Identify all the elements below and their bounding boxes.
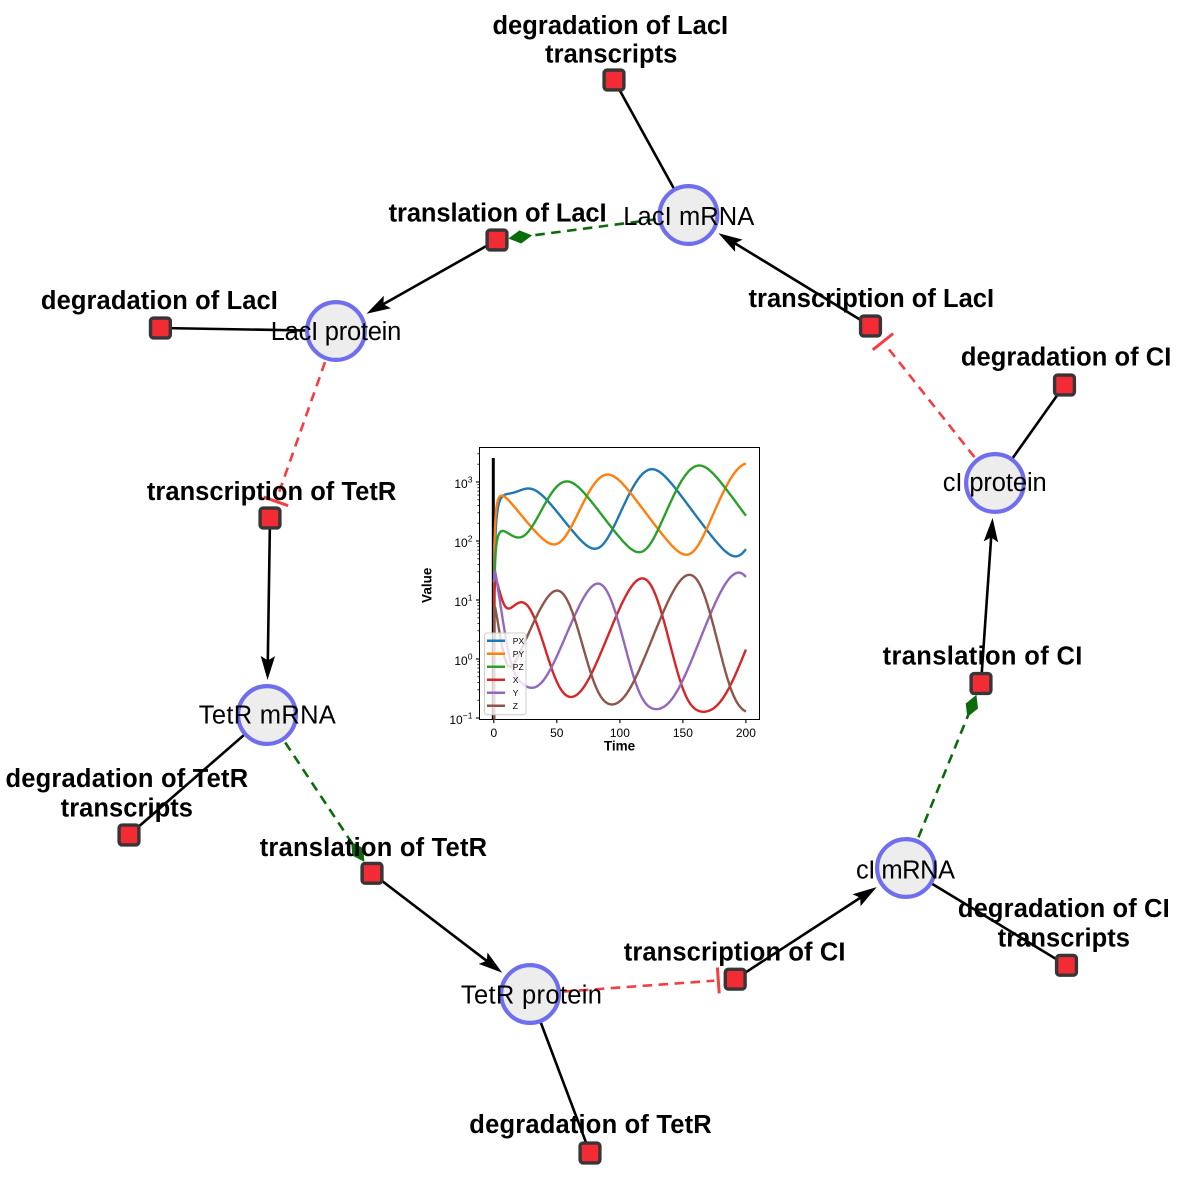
svg-text:200: 200: [736, 726, 756, 740]
svg-text:cI mRNA: cI mRNA: [856, 857, 955, 885]
svg-text:cI protein: cI protein: [943, 469, 1047, 497]
svg-text:transcription of LacI: transcription of LacI: [749, 285, 995, 313]
svg-text:transcription of TetR: transcription of TetR: [147, 478, 396, 506]
svg-text:Time: Time: [604, 739, 636, 754]
svg-text:PX: PX: [513, 636, 525, 646]
svg-text:0: 0: [490, 726, 497, 740]
svg-text:PZ: PZ: [513, 662, 524, 672]
svg-text:10−1: 10−1: [449, 711, 472, 728]
svg-text:degradation of CI: degradation of CI: [958, 895, 1170, 923]
svg-text:TetR protein: TetR protein: [461, 982, 602, 1010]
svg-text:degradation of LacI: degradation of LacI: [41, 287, 278, 315]
svg-text:50: 50: [550, 726, 564, 740]
svg-text:Value: Value: [420, 567, 435, 603]
svg-text:101: 101: [454, 593, 472, 610]
svg-text:LacI mRNA: LacI mRNA: [623, 203, 754, 231]
svg-text:100: 100: [610, 726, 630, 740]
svg-text:102: 102: [454, 534, 472, 551]
svg-text:degradation of CI: degradation of CI: [961, 343, 1171, 371]
svg-text:transcription of CI: transcription of CI: [624, 939, 846, 967]
svg-text:translation of LacI: translation of LacI: [389, 200, 607, 228]
svg-text:transcripts: transcripts: [545, 40, 677, 68]
svg-text:150: 150: [673, 726, 693, 740]
svg-text:100: 100: [454, 652, 472, 669]
svg-text:Z: Z: [513, 701, 518, 711]
svg-text:transcripts: transcripts: [998, 924, 1130, 952]
svg-text:degradation of LacI: degradation of LacI: [492, 12, 728, 40]
svg-text:Y: Y: [513, 688, 519, 698]
svg-text:X: X: [513, 675, 519, 685]
svg-text:transcripts: transcripts: [61, 794, 193, 822]
svg-text:LacI protein: LacI protein: [271, 318, 402, 346]
svg-text:103: 103: [454, 475, 472, 492]
svg-text:translation of TetR: translation of TetR: [260, 834, 487, 862]
svg-text:degradation of TetR: degradation of TetR: [5, 765, 248, 793]
svg-text:PY: PY: [513, 649, 525, 659]
svg-text:translation of CI: translation of CI: [883, 643, 1083, 671]
svg-text:TetR mRNA: TetR mRNA: [199, 702, 336, 730]
svg-text:degradation of TetR: degradation of TetR: [469, 1111, 711, 1139]
